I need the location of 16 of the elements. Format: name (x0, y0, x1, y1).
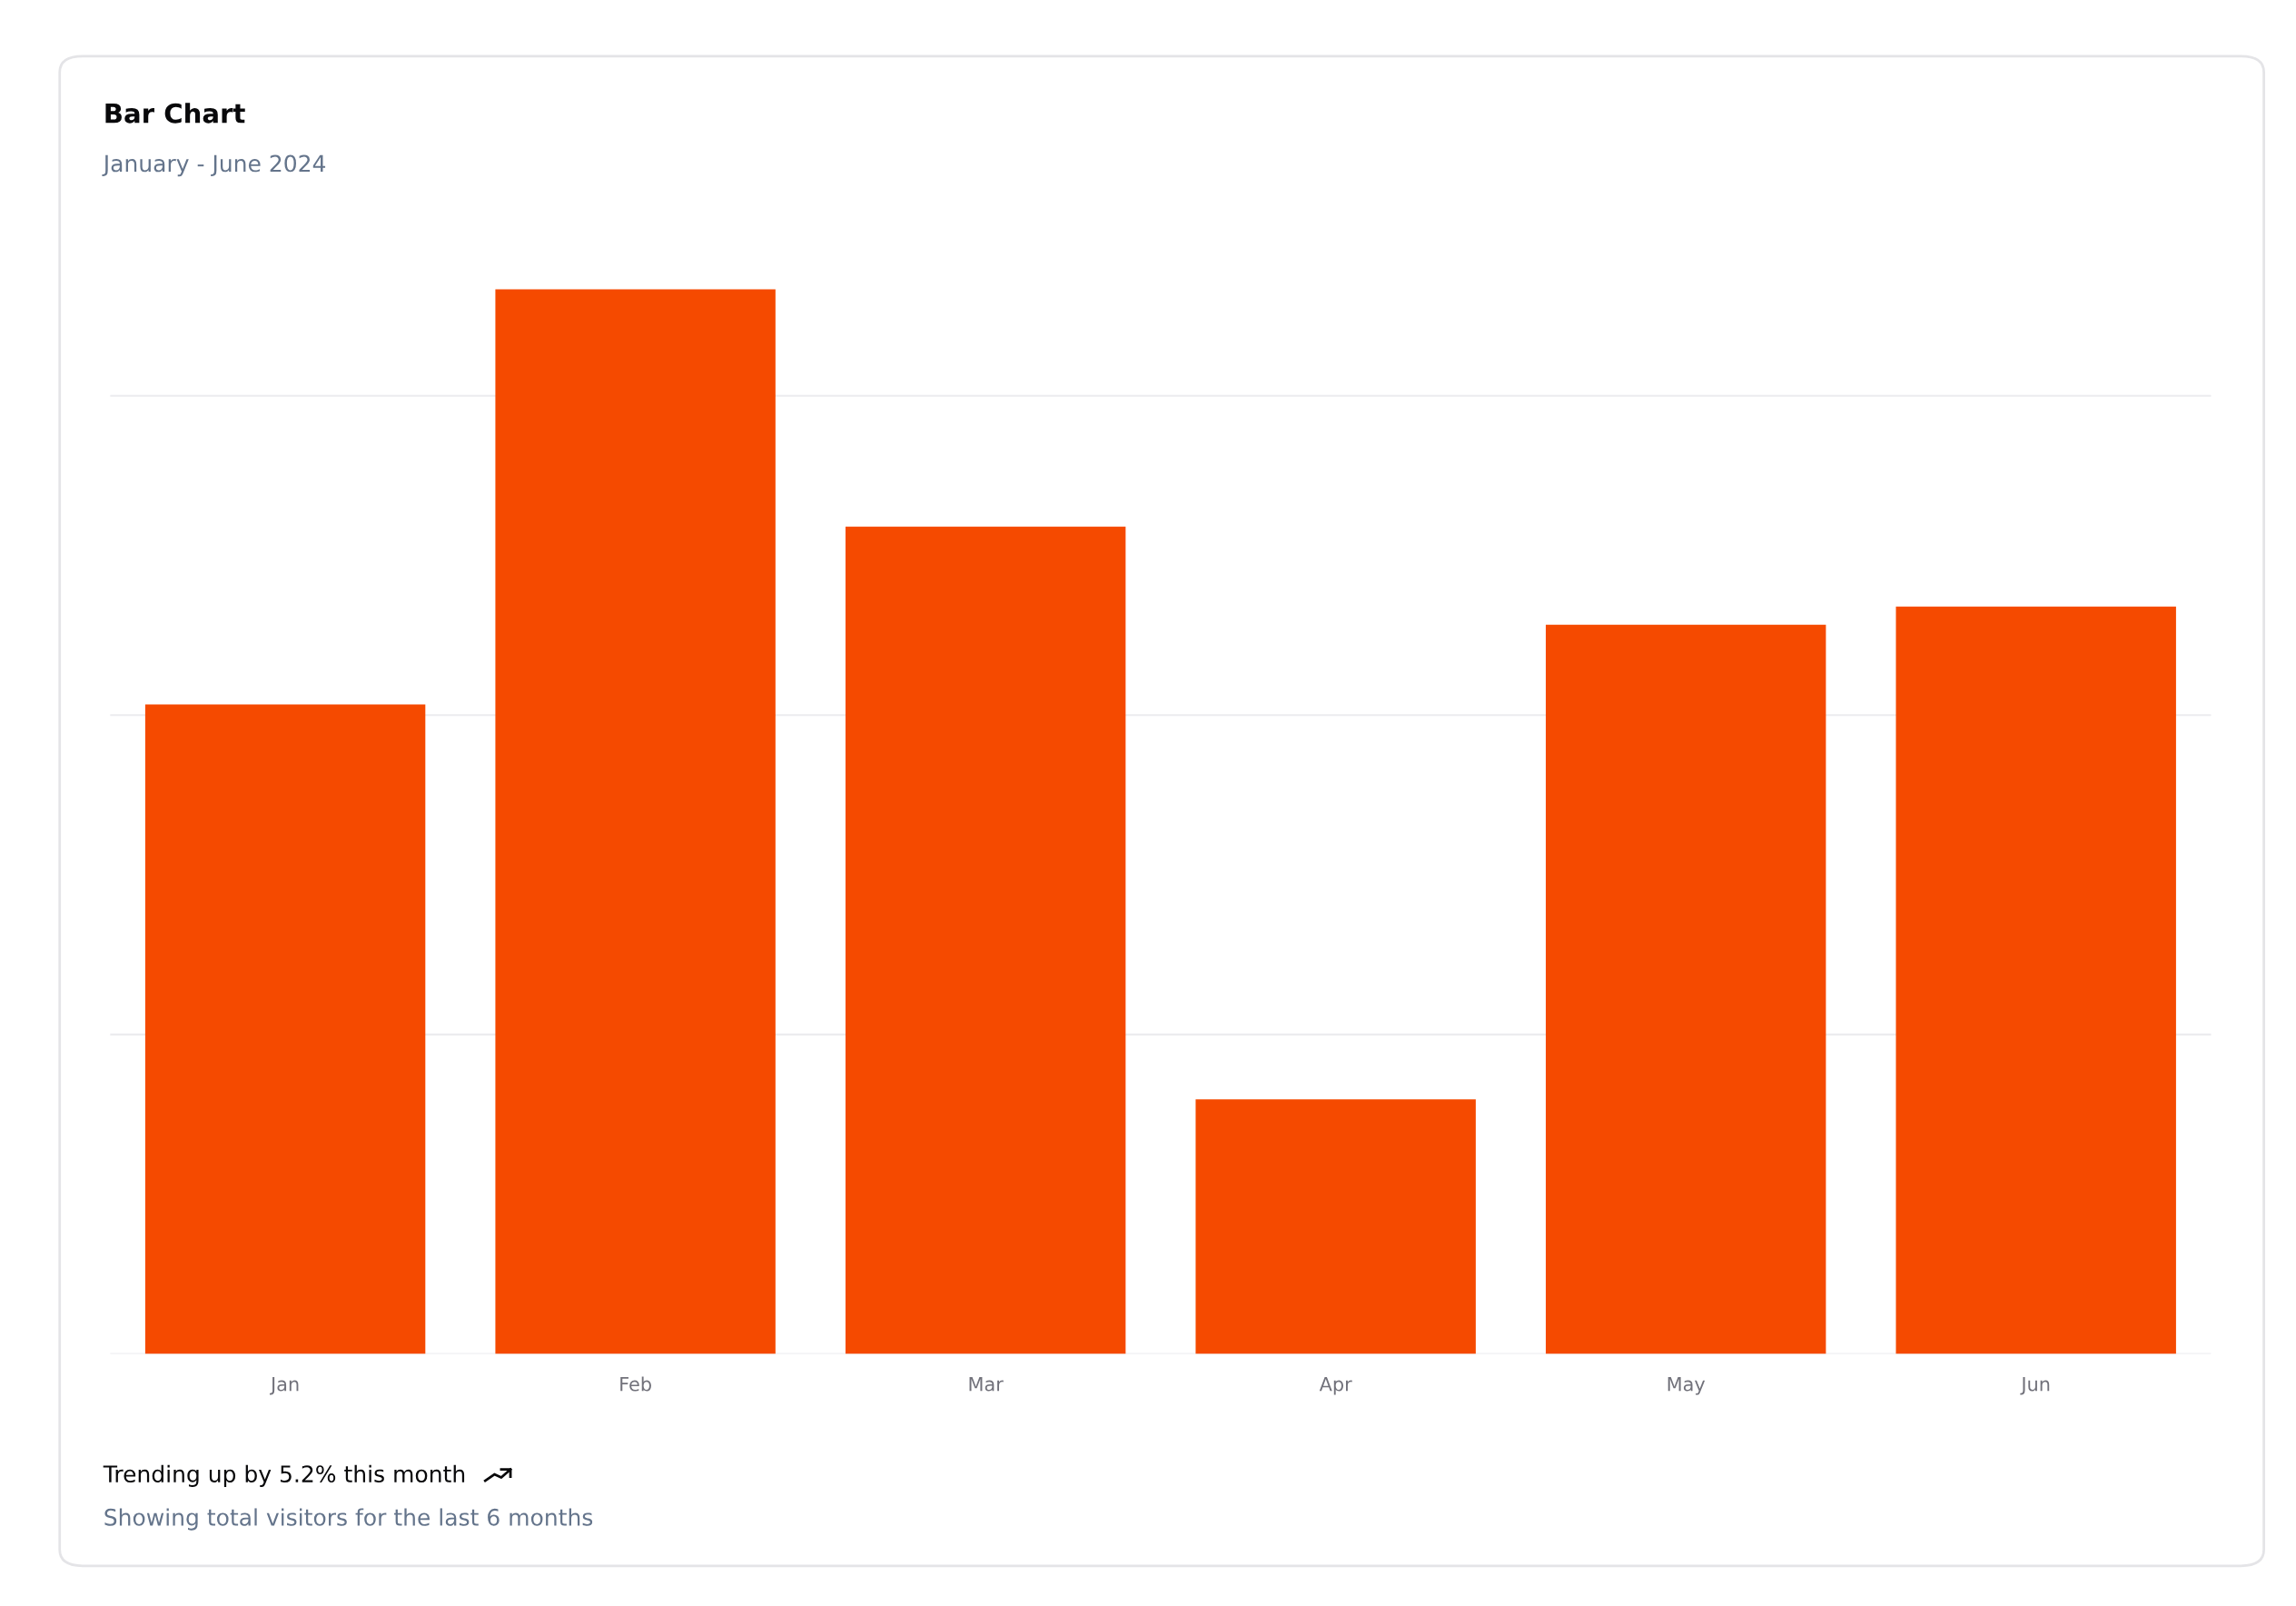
x-tick-label: May (1668, 1377, 1706, 1395)
bar (144, 704, 426, 1354)
bar (1545, 624, 1826, 1354)
x-tick-label: Apr (1319, 1377, 1352, 1395)
chart-subtitle: January - June 2024 (102, 154, 326, 177)
bar (1195, 1099, 1476, 1354)
bar (845, 526, 1126, 1354)
x-tick-label: Mar (969, 1377, 1004, 1392)
chart-title: Bar Chart (105, 103, 245, 124)
x-tick-label: Jun (2020, 1377, 2050, 1395)
text: Showing total visitors for the last 6 months (104, 1508, 593, 1531)
x-tick-label: Feb (620, 1376, 651, 1392)
bar (495, 289, 776, 1354)
bar (1895, 606, 2176, 1354)
text: Trending up by 5.2% this month (103, 1464, 465, 1487)
x-tick-label: Jan (269, 1377, 299, 1395)
